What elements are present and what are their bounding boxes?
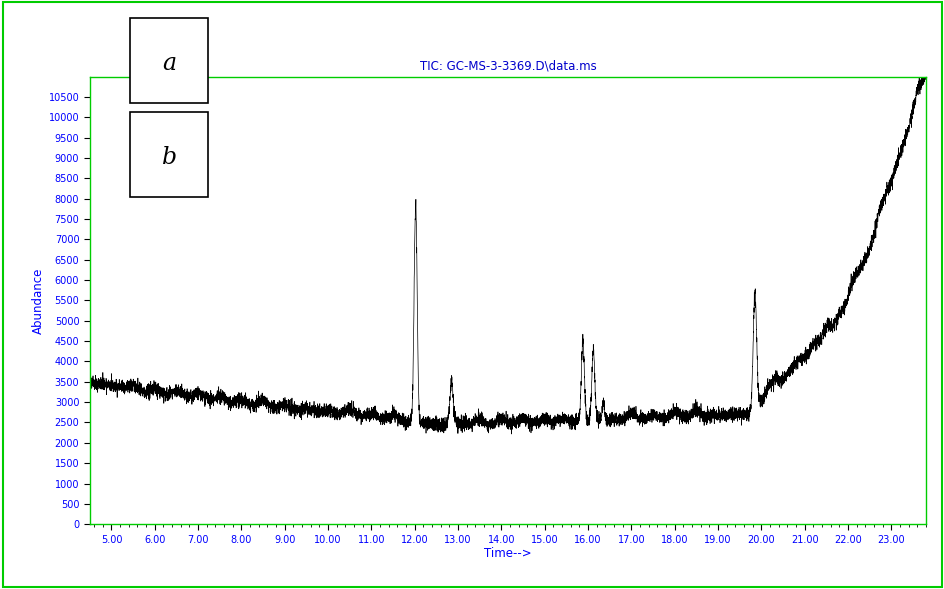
- Title: TIC: GC-MS-3-3369.D\data.ms: TIC: GC-MS-3-3369.D\data.ms: [419, 59, 596, 72]
- X-axis label: Time-->: Time-->: [483, 547, 531, 560]
- Text: a: a: [162, 51, 176, 75]
- Y-axis label: Abundance: Abundance: [31, 267, 44, 333]
- Text: b: b: [161, 145, 177, 169]
